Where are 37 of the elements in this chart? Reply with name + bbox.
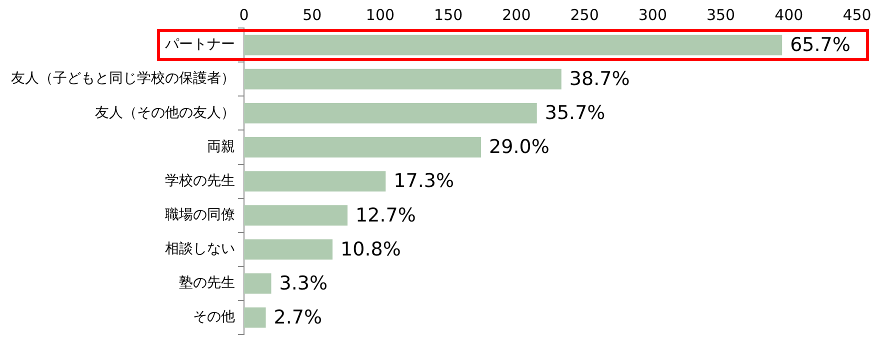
annotation: 35.7% — [544, 102, 606, 124]
y-tick-label: パートナー — [164, 36, 235, 53]
y-tick-label: 友人（その他の友人） — [95, 104, 235, 121]
annotation: 2.7% — [274, 306, 322, 329]
annotation: 65.7% — [790, 34, 850, 56]
annotation: 12.7% — [356, 204, 416, 226]
annotation: 10.8% — [340, 238, 401, 260]
annotation: 38.7% — [569, 68, 630, 90]
bar — [244, 68, 562, 90]
x-tick-label: 0 — [239, 6, 249, 24]
y-tick-label: 塾の先生 — [179, 275, 235, 292]
bar — [244, 34, 782, 56]
annotation: 17.3% — [394, 170, 454, 192]
bar — [244, 307, 266, 328]
x-tick-label: 150 — [434, 6, 463, 24]
x-tick-label: 300 — [638, 6, 667, 24]
y-tick-label: その他 — [193, 309, 235, 326]
x-tick-label: 450 — [842, 6, 872, 24]
x-tick-label: 250 — [570, 6, 599, 24]
y-tick-label: 学校の先生 — [165, 172, 235, 189]
y-tick-label: 両親 — [207, 138, 235, 155]
x-tick-label: 200 — [502, 6, 531, 24]
bar — [244, 205, 348, 226]
x-tick-label: 350 — [706, 6, 736, 24]
bar — [244, 239, 333, 260]
bar — [244, 273, 272, 294]
y-tick-label: 職場の同僚 — [165, 207, 235, 224]
bar — [244, 102, 537, 124]
annotation: 3.3% — [279, 272, 328, 294]
bar — [244, 137, 482, 158]
x-tick-label: 50 — [302, 6, 322, 24]
bar — [244, 171, 386, 192]
y-tick-label: 相談しない — [165, 241, 235, 258]
annotation: 29.0% — [489, 136, 550, 158]
x-tick-label: 100 — [366, 6, 395, 24]
y-tick-label: 友人（子どもと同じ学校の保護者） — [11, 70, 235, 87]
x-tick-label: 400 — [774, 6, 804, 24]
